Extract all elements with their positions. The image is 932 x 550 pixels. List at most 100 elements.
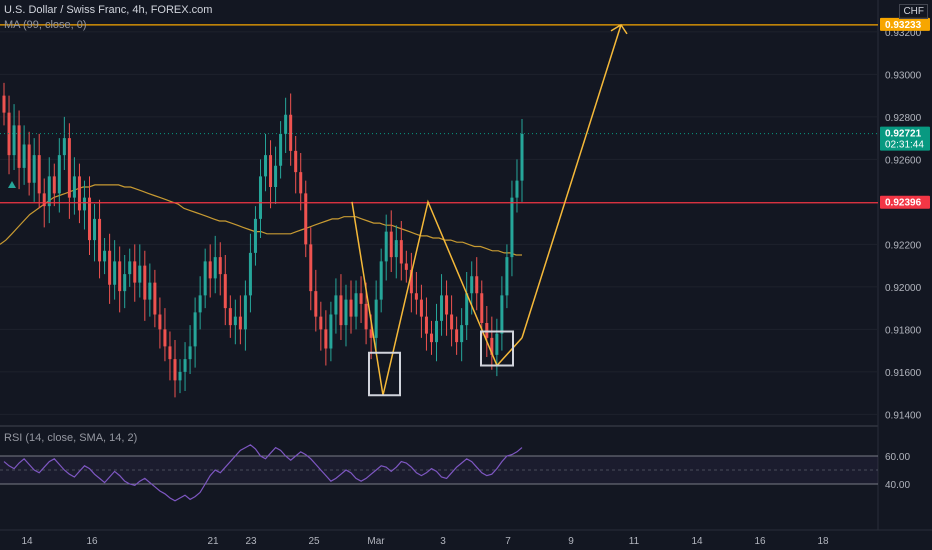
candle-body — [440, 295, 444, 321]
candle-body — [354, 293, 358, 317]
candle-body — [153, 282, 157, 315]
candle-body — [213, 257, 217, 279]
pattern-zigzag — [351, 199, 523, 396]
current-price-label-bg — [880, 126, 930, 151]
axes: 0.93200 0.93000 0.92800 0.92600 0.92200 0.920… — [21, 17, 930, 547]
ma-99-line — [0, 184, 522, 256]
candle-body — [384, 231, 388, 262]
candle-body — [344, 299, 348, 326]
time-tick-label: 11 — [629, 536, 640, 547]
candle-body — [193, 312, 197, 347]
candle-body — [424, 316, 428, 334]
candle-body — [253, 218, 257, 253]
candle-body — [324, 329, 328, 349]
ma-legend[interactable]: MA (99, close, 0) — [4, 19, 87, 31]
candle-body — [198, 295, 202, 313]
candle-body — [264, 155, 268, 177]
candle-body — [460, 325, 464, 343]
candle-body — [27, 144, 31, 183]
candle-body — [12, 125, 16, 156]
candle-body — [173, 359, 177, 381]
candle-body — [82, 197, 86, 211]
candle-body — [329, 314, 333, 349]
candle-body — [470, 276, 474, 294]
candle-body — [223, 274, 227, 309]
candle-body — [72, 176, 76, 198]
candle-body — [450, 314, 454, 330]
candle-body — [314, 291, 318, 317]
candle-body — [113, 261, 117, 285]
candle-body — [475, 276, 479, 294]
price-tick-label: 0.91400 — [885, 410, 922, 421]
candle-body — [208, 261, 212, 279]
target-price-label-bg — [880, 17, 930, 31]
candle-body — [414, 293, 418, 300]
candle-body — [62, 138, 66, 156]
candle-body — [143, 265, 147, 300]
drawings — [0, 23, 878, 397]
candle-body — [52, 176, 56, 194]
candle-body — [429, 333, 433, 343]
rsi-legend[interactable]: RSI (14, close, SMA, 14, 2) — [4, 432, 138, 444]
candle-body — [520, 133, 524, 181]
candle-body — [32, 155, 36, 183]
candle-body — [133, 261, 137, 283]
candle-body — [108, 250, 112, 285]
candle-body — [243, 295, 247, 330]
candle-body — [279, 133, 283, 166]
candle-body — [233, 316, 237, 326]
time-tick-label: 25 — [308, 536, 320, 547]
candle-body — [409, 269, 413, 294]
candle-body — [490, 337, 494, 355]
candle-body — [319, 316, 323, 330]
price-tick-label: 0.93200 — [885, 28, 922, 39]
candle-body — [379, 261, 383, 300]
candle-body — [269, 155, 273, 187]
price-tick-label: 0.93000 — [885, 70, 922, 81]
candle-body — [364, 303, 368, 330]
candle-body — [128, 261, 132, 275]
candle-body — [274, 165, 278, 187]
candle-body — [183, 359, 187, 372]
candle-body — [17, 125, 21, 168]
candle-body — [510, 197, 514, 258]
candle-body — [419, 299, 423, 317]
candle-body — [98, 218, 102, 262]
candle-body — [480, 293, 484, 323]
candle-body — [2, 95, 6, 113]
candle-body — [289, 114, 293, 151]
candle-body — [284, 114, 288, 134]
candle-body — [465, 293, 469, 326]
candle-body — [218, 257, 222, 275]
rsi-line — [3, 444, 523, 502]
candle-body — [515, 180, 519, 198]
candle-body — [455, 329, 459, 343]
candle-body — [359, 293, 363, 304]
candle-body — [374, 299, 378, 338]
currency-badge[interactable]: CHF — [899, 4, 928, 19]
rsi-tick-label: 40.00 — [885, 480, 910, 491]
candle-body — [399, 240, 403, 264]
candle-body — [42, 193, 46, 207]
candle-body — [118, 261, 122, 292]
candle-body — [434, 320, 439, 343]
current-price-label-countdown: 02:31:44 — [885, 140, 924, 151]
candle-body — [369, 329, 373, 338]
bottom-box-left — [368, 351, 401, 397]
time-tick-label: 23 — [245, 536, 257, 547]
candle-body — [47, 176, 51, 207]
candlesticks — [2, 82, 524, 398]
candle-body — [178, 371, 182, 381]
candle-body — [294, 150, 298, 173]
candle-body — [500, 295, 504, 334]
candle-body — [67, 138, 71, 198]
candle-body — [77, 176, 81, 211]
rsi-panel — [0, 444, 878, 502]
candle-body — [37, 155, 41, 194]
time-tick-label: 16 — [754, 536, 766, 547]
price-tick-label: 0.92600 — [885, 155, 922, 166]
symbol-title[interactable]: U.S. Dollar / Swiss Franc, 4h, FOREX.com — [4, 4, 213, 16]
time-tick-label: Mar — [367, 536, 385, 547]
time-tick-label: 14 — [21, 536, 33, 547]
